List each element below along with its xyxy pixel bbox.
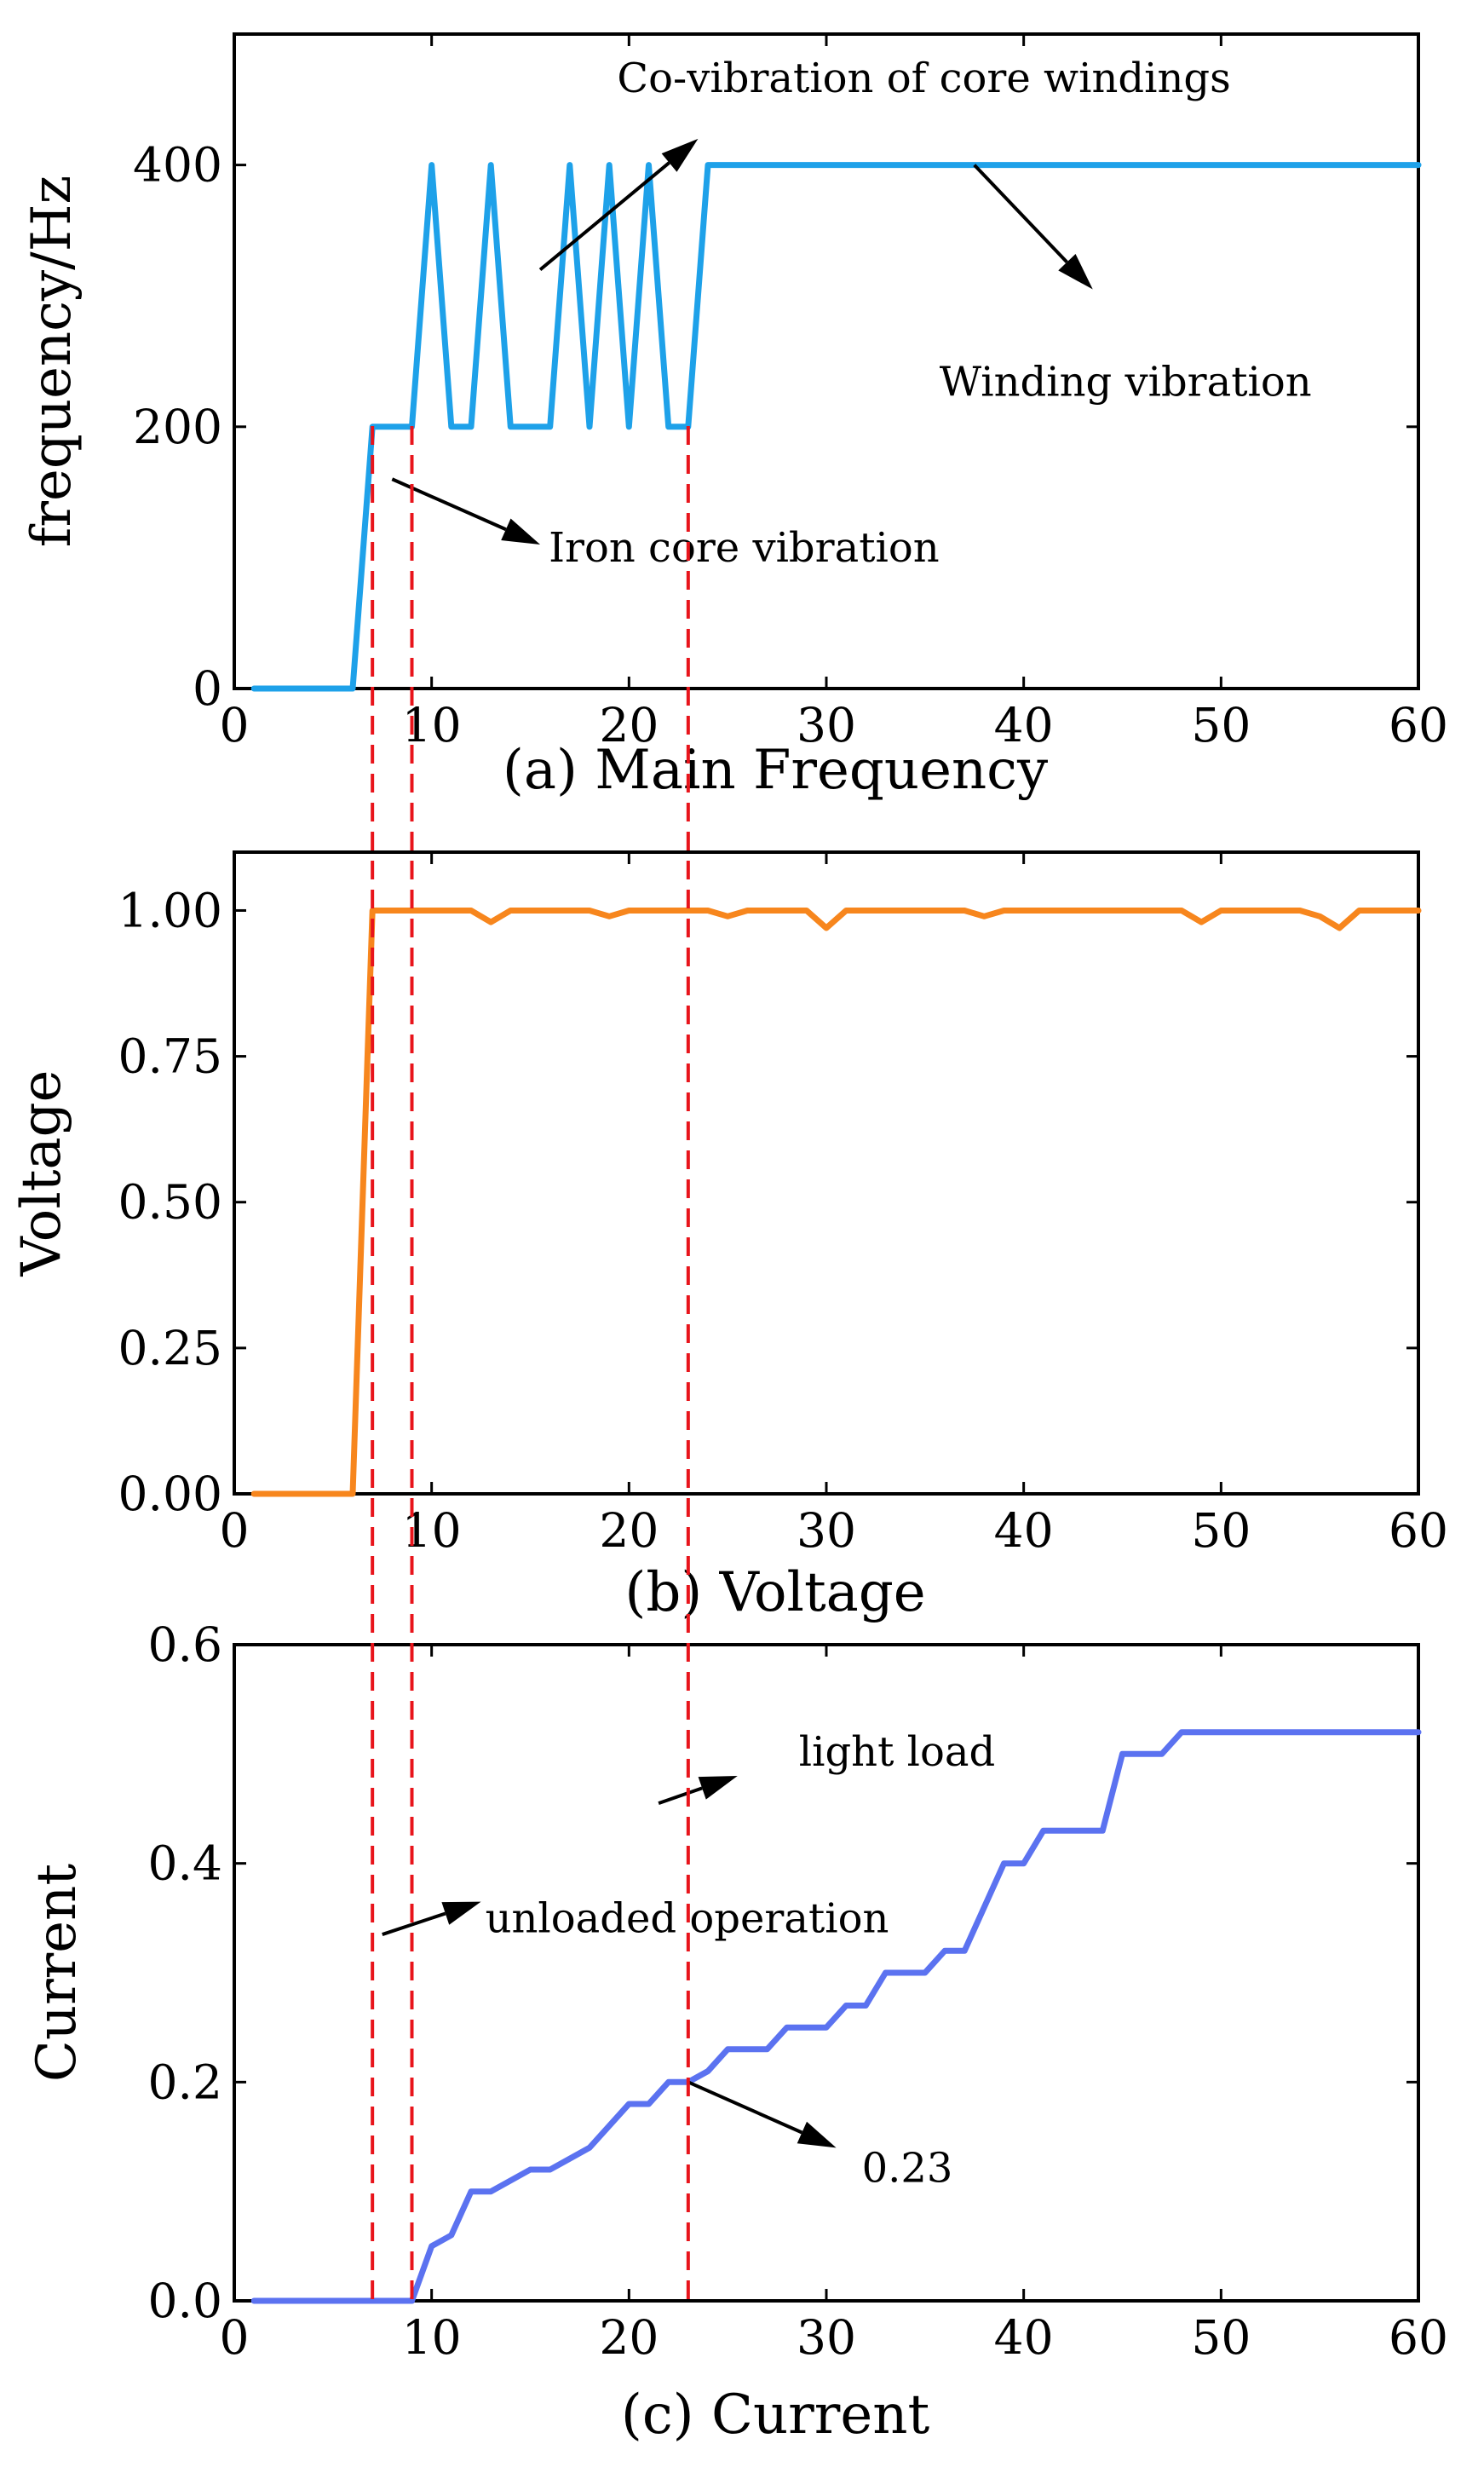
annotation-label: Winding vibration <box>940 359 1312 406</box>
annotation-arrow-head-2-2 <box>797 2121 837 2148</box>
reference-lines-layer <box>371 426 690 2301</box>
y-tick-label: 200 <box>133 400 222 454</box>
panel-caption: (a) Main Frequency <box>503 739 1048 802</box>
x-tick-label: 20 <box>599 698 659 752</box>
y-tick-label: 0.2 <box>148 2055 222 2109</box>
annotation-arrow-head-0-2 <box>501 518 541 545</box>
x-tick-label: 50 <box>1191 698 1251 752</box>
x-tick-label: 10 <box>402 2310 462 2365</box>
annotation-arrow-head-2-1 <box>441 1901 481 1925</box>
panel-voltage: 0 10 20 30 40 50 600.000.250.500.751.00Voltage… <box>10 850 1448 1624</box>
y-axis-label: Current <box>26 1864 89 2082</box>
y-tick-label: 0.25 <box>118 1321 222 1375</box>
annotation-arrow-head-0-0 <box>661 138 699 172</box>
x-tick-label: 60 <box>1389 698 1448 752</box>
series-line-frequency <box>250 162 1422 692</box>
annotation-label: light load <box>799 1728 995 1776</box>
x-tick-label: 20 <box>599 2310 659 2365</box>
y-tick-label: 0.4 <box>148 1836 222 1891</box>
annotation-arrow-line-2-0 <box>658 1786 703 1805</box>
annotation-label: 0.23 <box>862 2144 953 2192</box>
y-tick-label: 0.50 <box>118 1175 222 1230</box>
x-tick-label: 40 <box>994 698 1054 752</box>
x-tick-label: 0 <box>220 1503 250 1558</box>
y-tick-label: 0.6 <box>148 1617 222 1672</box>
annotation-arrow-line-2-1 <box>382 1911 446 1936</box>
annotation-arrow-head-2-0 <box>698 1776 738 1800</box>
y-axis-label: frequency/Hz <box>20 176 83 548</box>
x-tick-label: 50 <box>1191 2310 1251 2365</box>
x-tick-label: 50 <box>1191 1503 1251 1558</box>
y-tick-label: 1.00 <box>118 883 222 937</box>
x-tick-label: 60 <box>1389 2310 1448 2365</box>
y-tick-label: 0 <box>193 661 222 716</box>
y-tick-label: 0.0 <box>148 2274 222 2328</box>
annotation-arrow-line-0-1 <box>973 164 1068 264</box>
annotation-arrow-line-2-2 <box>687 2080 803 2135</box>
y-tick-label: 400 <box>133 138 222 193</box>
y-tick-label: 0.75 <box>118 1029 222 1084</box>
x-tick-label: 30 <box>797 2310 856 2365</box>
x-tick-label: 20 <box>599 1503 659 1558</box>
x-tick-label: 0 <box>220 2310 250 2365</box>
annotation-arrow-line-0-0 <box>538 161 670 272</box>
x-tick-label: 40 <box>994 1503 1054 1558</box>
panel-caption: (c) Current <box>621 2383 930 2447</box>
annotation-arrow-line-0-2 <box>391 477 507 532</box>
x-tick-label: 30 <box>797 698 856 752</box>
y-tick-label: 0.00 <box>118 1467 222 1521</box>
annotation-label: Iron core vibration <box>549 524 940 572</box>
annotation-label: Co-vibration of core windings <box>617 55 1230 102</box>
panel-current: 0 10 20 30 40 50 60 0.0 0.2 0.4 0.6 Current (c) Curr… <box>26 1617 1448 2447</box>
y-axis-label: Voltage <box>10 1069 73 1277</box>
series-line-current <box>250 1729 1422 2304</box>
x-tick-label: 60 <box>1389 1503 1448 1558</box>
panel-caption: (b) Voltage <box>624 1561 925 1624</box>
x-tick-label: 40 <box>994 2310 1054 2365</box>
series-line-voltage <box>250 908 1422 1497</box>
x-tick-label: 0 <box>220 698 250 752</box>
x-tick-label: 30 <box>797 1503 856 1558</box>
annotation-arrow-head-0-1 <box>1058 254 1093 290</box>
